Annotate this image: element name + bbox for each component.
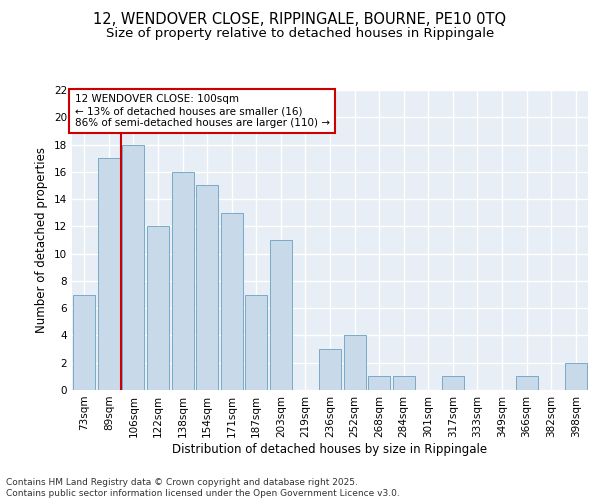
Bar (565, 362, 587, 390)
Bar (147, 226, 169, 390)
Bar (245, 294, 268, 390)
Text: Size of property relative to detached houses in Rippingale: Size of property relative to detached ho… (106, 28, 494, 40)
Bar (392, 376, 415, 390)
Bar (344, 336, 365, 390)
Bar (196, 186, 218, 390)
Bar (98, 158, 120, 390)
Bar (270, 240, 292, 390)
Bar (442, 376, 464, 390)
Y-axis label: Number of detached properties: Number of detached properties (35, 147, 49, 333)
Bar (73, 294, 95, 390)
X-axis label: Distribution of detached houses by size in Rippingale: Distribution of detached houses by size … (172, 442, 488, 456)
Bar (368, 376, 390, 390)
Text: 12 WENDOVER CLOSE: 100sqm
← 13% of detached houses are smaller (16)
86% of semi-: 12 WENDOVER CLOSE: 100sqm ← 13% of detac… (74, 94, 329, 128)
Bar (172, 172, 194, 390)
Text: Contains HM Land Registry data © Crown copyright and database right 2025.
Contai: Contains HM Land Registry data © Crown c… (6, 478, 400, 498)
Bar (515, 376, 538, 390)
Bar (122, 144, 145, 390)
Bar (319, 349, 341, 390)
Text: 12, WENDOVER CLOSE, RIPPINGALE, BOURNE, PE10 0TQ: 12, WENDOVER CLOSE, RIPPINGALE, BOURNE, … (94, 12, 506, 28)
Bar (221, 212, 243, 390)
